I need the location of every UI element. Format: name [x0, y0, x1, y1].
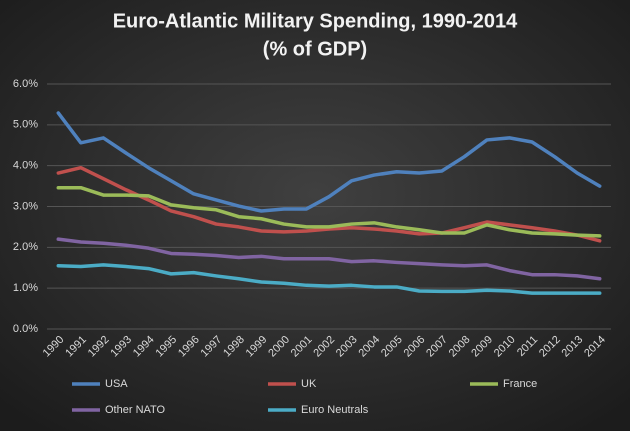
y-tick-label: 2.0%: [13, 241, 38, 253]
y-tick-label: 4.0%: [13, 160, 38, 172]
legend-label: UK: [301, 378, 317, 390]
series-line: [56, 165, 602, 243]
legend-label: France: [503, 378, 537, 390]
legend-label: Euro Neutrals: [301, 404, 369, 416]
y-tick-label: 1.0%: [13, 282, 38, 294]
series-line: [56, 185, 602, 238]
series-line: [56, 237, 602, 281]
series-line: [56, 263, 602, 295]
chart-title: Euro-Atlantic Military Spending, 1990-20…: [113, 10, 518, 32]
legend-label: Other NATO: [105, 404, 166, 416]
series-line: [56, 111, 602, 213]
legend-label: USA: [105, 378, 128, 390]
y-tick-label: 5.0%: [13, 119, 38, 131]
y-tick-label: 3.0%: [13, 200, 38, 212]
y-tick-label: 0.0%: [13, 323, 38, 335]
y-tick-label: 6.0%: [13, 78, 38, 90]
chart-subtitle: (% of GDP): [263, 38, 367, 60]
